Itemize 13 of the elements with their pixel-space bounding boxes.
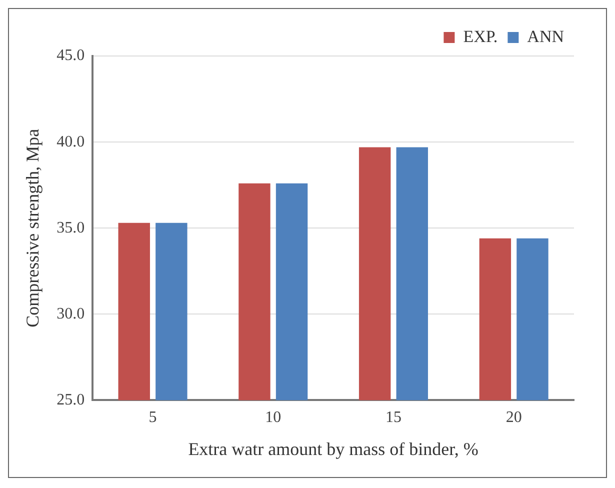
y-tick-label: 45.0 <box>56 47 85 64</box>
y-tick-label: 35.0 <box>56 219 85 236</box>
y-tick-label: 25.0 <box>56 391 85 408</box>
legend-label: ANN <box>527 26 564 46</box>
x-axis-title: Extra watr amount by mass of binder, % <box>188 438 478 459</box>
y-tick-label: 40.0 <box>56 133 85 150</box>
x-tick-label: 10 <box>265 409 282 426</box>
y-axis-title: Compressive strength, Mpa <box>22 128 43 328</box>
legend-label: EXP. <box>463 26 498 46</box>
x-tick-label: 15 <box>385 409 402 426</box>
y-tick-label: 30.0 <box>56 305 85 322</box>
x-tick-label: 20 <box>506 409 522 426</box>
x-tick-label: 5 <box>148 409 157 426</box>
